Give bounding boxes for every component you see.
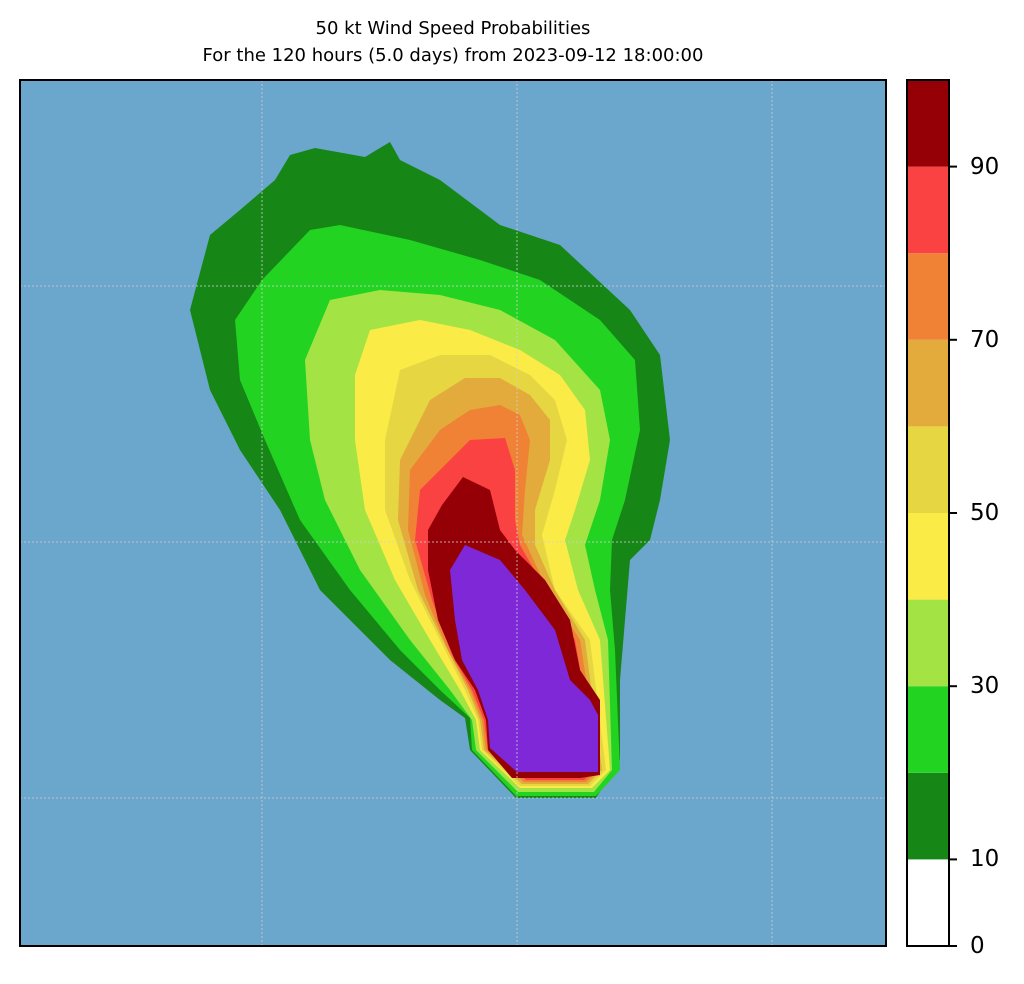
colorbar-segment — [907, 426, 949, 513]
colorbar-tick-label: 10 — [970, 846, 1000, 873]
colorbar-segment — [907, 772, 949, 860]
colorbar-segment — [907, 80, 949, 167]
colorbar-tick-label: 70 — [970, 326, 1000, 353]
colorbar-tick-label: 30 — [970, 673, 1000, 700]
colorbar-segment — [907, 513, 949, 600]
colorbar-segment — [907, 686, 949, 773]
map-title-line2: For the 120 hours (5.0 days) from 2023-0… — [202, 45, 704, 66]
colorbar-segment — [907, 166, 949, 254]
colorbar-segment — [907, 339, 949, 427]
colorbar-segment — [907, 859, 949, 946]
colorbar — [907, 80, 957, 947]
colorbar-frame — [906, 79, 950, 947]
map-title-line1: 50 kt Wind Speed Probabilities — [315, 18, 591, 39]
colorbar-tick-label: 90 — [970, 153, 1000, 180]
colorbar-segment — [907, 599, 949, 687]
gridlines — [20, 80, 886, 946]
map-frame — [19, 79, 887, 947]
colorbar-tick-label: 0 — [970, 933, 985, 959]
band-90-100 — [450, 545, 598, 772]
colorbar-tick-label: 50 — [970, 500, 1000, 526]
colorbar-segment — [907, 253, 949, 340]
